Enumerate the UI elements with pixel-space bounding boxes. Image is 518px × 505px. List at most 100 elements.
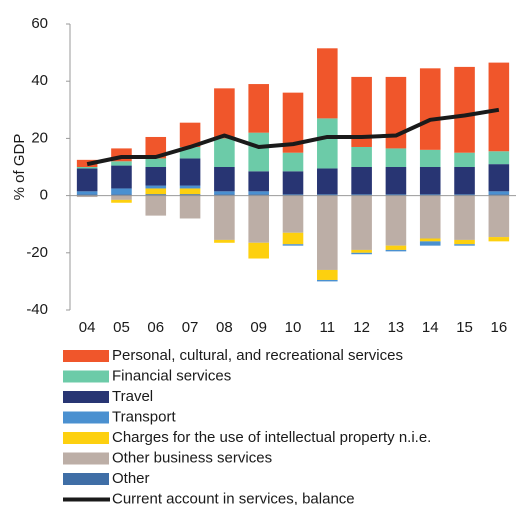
bar-segment xyxy=(145,195,167,216)
x-tick-label: 09 xyxy=(250,319,267,336)
bar-segment xyxy=(419,167,441,195)
bar-segment xyxy=(282,194,304,196)
bar-segment xyxy=(351,167,372,195)
bar-segment xyxy=(214,88,235,139)
bar-segment xyxy=(488,151,510,165)
bar-segment xyxy=(179,194,201,196)
bar-segment xyxy=(248,194,269,196)
bar-segment xyxy=(385,194,407,196)
bar-segment xyxy=(419,241,441,246)
x-tick-label: 14 xyxy=(422,319,439,336)
bar-segment xyxy=(145,185,167,189)
bar-segment xyxy=(282,92,304,153)
legend-label: Charges for the use of intellectual prop… xyxy=(112,429,431,446)
bar-segment xyxy=(179,188,201,195)
x-tick-label: 11 xyxy=(320,319,336,336)
bar-segment xyxy=(214,167,235,192)
bar-segment xyxy=(111,165,132,189)
legend-swatch xyxy=(63,411,109,424)
bar-segment xyxy=(351,252,372,255)
bar-segment xyxy=(488,195,510,238)
bar-segment xyxy=(454,239,475,245)
bar-segment xyxy=(145,136,167,159)
bar-segment xyxy=(76,195,98,198)
bar-segment xyxy=(317,194,338,196)
bar-segment xyxy=(282,152,304,172)
bar-segment xyxy=(248,84,269,133)
bar-segment xyxy=(419,149,441,167)
bar-segment xyxy=(385,249,407,252)
bar-segment xyxy=(317,118,338,169)
bar-segment xyxy=(111,195,132,200)
bar-segment xyxy=(454,152,475,167)
legend-label: Travel xyxy=(112,388,153,405)
legend-label: Personal, cultural, and recreational ser… xyxy=(112,347,403,364)
bar-segment xyxy=(419,195,441,239)
bar-segment xyxy=(488,164,510,192)
bar-segment xyxy=(385,167,407,195)
bar-segment xyxy=(248,242,269,259)
y-tick-label: 60 xyxy=(31,15,48,32)
bar-segment xyxy=(76,191,98,195)
y-axis-title: % of GDP xyxy=(11,134,28,201)
bar-segment xyxy=(76,168,98,192)
y-tick-label: 0 xyxy=(40,187,48,204)
bar-segment xyxy=(145,158,167,167)
x-tick-label: 07 xyxy=(182,319,199,336)
bar-segment xyxy=(214,194,235,196)
bar-segment xyxy=(145,188,167,195)
x-tick-label: 15 xyxy=(456,319,473,336)
balance-line xyxy=(86,107,500,167)
bar-segment xyxy=(179,146,201,159)
bar-segment xyxy=(419,238,441,242)
legend-swatch xyxy=(63,452,109,465)
bar-segment xyxy=(454,244,475,246)
legend-label: Financial services xyxy=(112,367,231,384)
bar-segment xyxy=(488,62,510,152)
bar-segment xyxy=(419,194,441,196)
bar-segment xyxy=(111,199,132,203)
x-tick-label: 05 xyxy=(113,319,130,336)
bar-segment xyxy=(419,68,441,150)
legend-label: Other xyxy=(112,470,150,487)
bar-segment xyxy=(248,171,269,192)
x-tick-label: 12 xyxy=(353,319,370,336)
y-tick-label: 20 xyxy=(31,129,48,146)
bar-segment xyxy=(214,195,235,240)
bar-segment xyxy=(145,194,167,196)
bar-segment xyxy=(111,194,132,196)
bar-segment xyxy=(248,132,269,172)
bar-segment xyxy=(351,249,372,253)
x-tick-label: 13 xyxy=(388,319,405,336)
bar-segment xyxy=(282,244,304,246)
bar-segment xyxy=(454,66,475,153)
bar-segment xyxy=(488,194,510,196)
bar-segment xyxy=(454,195,475,240)
bar-segment xyxy=(351,76,372,147)
bar-segment xyxy=(214,239,235,243)
y-tick-label: -40 xyxy=(26,301,48,318)
bar-segment xyxy=(317,269,338,280)
bar-segment xyxy=(282,195,304,233)
bar-segment xyxy=(282,171,304,195)
legend-label: Current account in services, balance xyxy=(112,490,355,505)
bar-segment xyxy=(145,167,167,186)
bar-segment xyxy=(179,158,201,186)
bar-segment xyxy=(76,167,98,169)
bar-segment xyxy=(317,195,338,270)
bar-segment xyxy=(179,195,201,219)
bar-segment xyxy=(317,279,338,282)
x-tick-label: 06 xyxy=(147,319,164,336)
legend-swatch xyxy=(63,391,109,403)
bar-segment xyxy=(248,191,269,195)
legend-swatch xyxy=(63,350,109,362)
bar-segment xyxy=(214,138,235,167)
x-tick-label: 04 xyxy=(79,319,96,336)
bar-segment xyxy=(488,237,510,242)
bar-segment xyxy=(248,195,269,243)
legend-swatch xyxy=(63,473,109,485)
bar-segment xyxy=(76,194,98,196)
bar-segment xyxy=(351,146,372,167)
bar-segment xyxy=(317,168,338,195)
bar-segment xyxy=(282,232,304,245)
